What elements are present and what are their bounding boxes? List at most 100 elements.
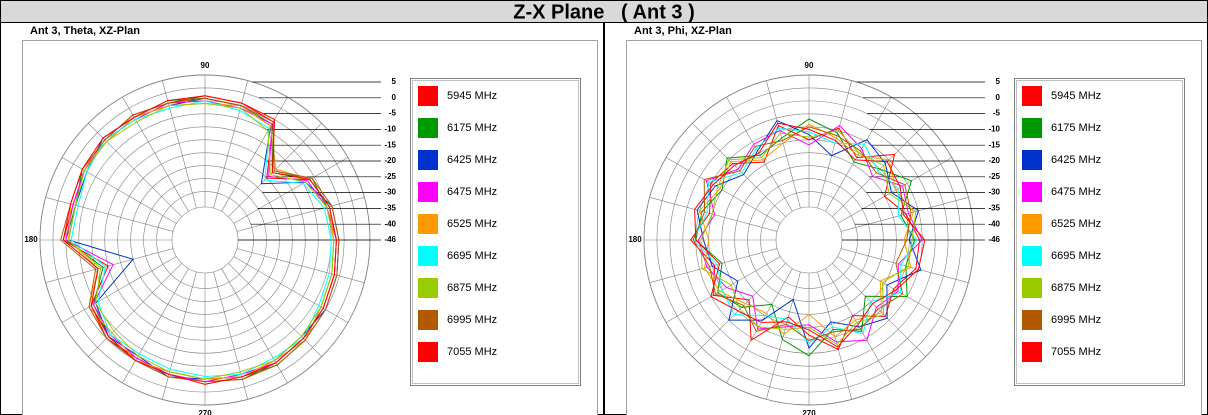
spoke — [766, 271, 801, 400]
legend-inner — [1016, 80, 1183, 384]
spoke — [221, 96, 288, 212]
series-line — [699, 123, 914, 338]
series-line — [60, 97, 340, 383]
spoke — [837, 256, 953, 323]
spoke — [233, 157, 349, 224]
spoke — [825, 268, 892, 384]
series-line — [692, 126, 912, 341]
spoke — [726, 268, 793, 384]
spoke — [649, 197, 778, 232]
spoke — [221, 268, 288, 384]
spoke — [162, 80, 197, 209]
legend-swatch — [1022, 246, 1042, 266]
legend-label: 7055 MHz — [1051, 346, 1101, 358]
legend-label: 6425 MHz — [447, 154, 497, 166]
legend-label: 6995 MHz — [1051, 314, 1101, 326]
r-tick-label: -46 — [988, 235, 1000, 244]
spoke — [162, 271, 197, 400]
legend-swatch — [1022, 214, 1042, 234]
legend-swatch — [418, 214, 438, 234]
legend-swatch — [418, 118, 438, 138]
r-tick-label: 0 — [996, 93, 1001, 102]
spoke — [61, 157, 177, 224]
spoke — [45, 248, 174, 283]
spoke — [832, 263, 926, 357]
legend-label: 6695 MHz — [447, 250, 497, 262]
r-tick-label: -30 — [988, 188, 1000, 197]
spoke — [88, 263, 182, 357]
spoke — [837, 157, 953, 224]
spoke — [228, 123, 322, 217]
r-tick-label: 5 — [996, 77, 1001, 86]
spoke — [236, 248, 365, 283]
r-tick-label: -40 — [988, 219, 1000, 228]
angle-label: 270 — [802, 409, 816, 415]
r-tick-label: -15 — [384, 140, 396, 149]
series-line — [697, 124, 923, 343]
legend-label: 6875 MHz — [1051, 282, 1101, 294]
header-title: Z-X Plane ( Ant 3 ) — [513, 1, 695, 23]
legend-label: 6875 MHz — [447, 282, 497, 294]
legend-label: 6475 MHz — [1051, 186, 1101, 198]
legend-box — [410, 78, 581, 386]
r-tick-label: -10 — [988, 125, 1000, 134]
spoke — [236, 197, 365, 232]
spoke — [832, 123, 926, 217]
series-line — [694, 122, 926, 348]
r-tick-label: 5 — [392, 77, 397, 86]
r-tick-label: -10 — [384, 125, 396, 134]
chart-title: Ant 3, Theta, XZ-Plan — [30, 25, 140, 37]
legend-label: 6425 MHz — [1051, 154, 1101, 166]
r-tick-label: -46 — [384, 235, 396, 244]
spoke — [649, 248, 778, 283]
angle-label: 90 — [201, 61, 210, 70]
legend-swatch — [418, 342, 438, 362]
legend-swatch — [418, 86, 438, 106]
series-line — [62, 95, 337, 385]
series-line — [67, 102, 335, 380]
legend-swatch — [418, 182, 438, 202]
spoke — [825, 96, 892, 212]
legend-swatch — [418, 150, 438, 170]
spoke — [61, 256, 177, 323]
legend-label: 6695 MHz — [1051, 250, 1101, 262]
series-line — [696, 119, 922, 350]
spoke — [88, 123, 182, 217]
spoke — [840, 248, 969, 283]
chart-title: Ant 3, Phi, XZ-Plan — [634, 25, 732, 37]
legend-label: 6525 MHz — [447, 218, 497, 230]
r-tick-label: -35 — [988, 204, 1000, 213]
spoke — [817, 271, 852, 400]
legend-swatch — [418, 310, 438, 330]
legend-swatch — [1022, 278, 1042, 298]
spoke — [213, 80, 248, 209]
r-tick-label: -20 — [988, 156, 1000, 165]
r-tick-label: -5 — [389, 109, 397, 118]
legend-label: 6175 MHz — [1051, 122, 1101, 134]
legend-swatch — [1022, 150, 1042, 170]
spoke — [233, 256, 349, 323]
angle-label: 180 — [24, 235, 38, 244]
r-tick-label: 0 — [392, 93, 397, 102]
spoke — [228, 263, 322, 357]
legend-swatch — [1022, 342, 1042, 362]
spoke — [122, 96, 189, 212]
legend-label: 5945 MHz — [447, 90, 497, 102]
angle-label: 270 — [198, 409, 212, 415]
legend-inner — [412, 80, 579, 384]
r-tick-label: -20 — [384, 156, 396, 165]
legend-swatch — [1022, 310, 1042, 330]
series-line — [689, 124, 921, 351]
spoke — [665, 256, 781, 323]
spoke — [726, 96, 793, 212]
r-tick-label: -35 — [384, 204, 396, 213]
spoke — [766, 80, 801, 209]
legend-box — [1014, 78, 1185, 386]
legend-label: 6175 MHz — [447, 122, 497, 134]
legend-swatch — [418, 246, 438, 266]
legend-label: 6475 MHz — [447, 186, 497, 198]
legend-label: 6995 MHz — [447, 314, 497, 326]
angle-label: 180 — [628, 235, 642, 244]
